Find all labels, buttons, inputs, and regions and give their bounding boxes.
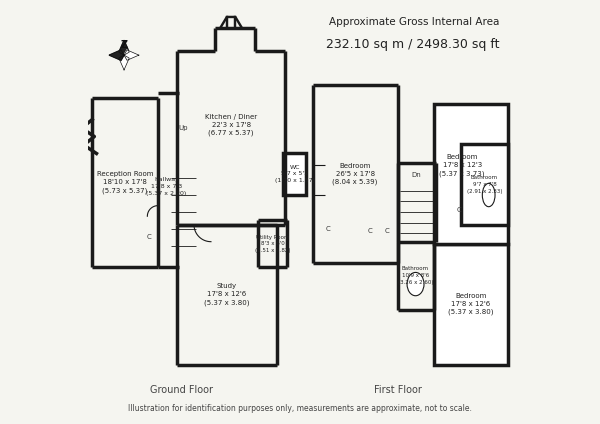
Text: 232.10 sq m / 2498.30 sq ft: 232.10 sq m / 2498.30 sq ft (326, 38, 499, 51)
Polygon shape (124, 50, 139, 60)
Text: Bathroom
10'9 x 8'6
(3.26 x 2.60): Bathroom 10'9 x 8'6 (3.26 x 2.60) (398, 267, 433, 285)
Text: Ground Floor: Ground Floor (150, 385, 213, 395)
Text: Bedroom
17'8 x 12'3
(5.37 x 3.73): Bedroom 17'8 x 12'3 (5.37 x 3.73) (439, 154, 485, 177)
Text: First Floor: First Floor (374, 385, 421, 395)
Text: C: C (457, 207, 461, 213)
Text: C: C (147, 234, 152, 240)
Bar (434, 104, 508, 244)
Bar (461, 144, 508, 225)
Polygon shape (119, 40, 129, 55)
Polygon shape (119, 55, 129, 70)
Text: Utility Room
8'3 x 6'0
(2.51 x 1.82): Utility Room 8'3 x 6'0 (2.51 x 1.82) (254, 235, 290, 253)
Ellipse shape (482, 183, 495, 207)
Text: C: C (385, 228, 389, 234)
Text: Bedroom
26'5 x 17'8
(8.04 x 5.39): Bedroom 26'5 x 17'8 (8.04 x 5.39) (332, 162, 378, 185)
Text: Dn: Dn (412, 172, 421, 178)
Polygon shape (109, 50, 124, 60)
Text: Study
17'8 x 12'6
(5.37 x 3.80): Study 17'8 x 12'6 (5.37 x 3.80) (204, 283, 250, 306)
Text: C: C (325, 226, 330, 232)
Text: WC
5'7 x 5'2
(1.70 x 1.57): WC 5'7 x 5'2 (1.70 x 1.57) (275, 165, 314, 183)
Text: Hallway
17'8 x 7'3
(5.37 x 2.20): Hallway 17'8 x 7'3 (5.37 x 2.20) (146, 178, 187, 195)
Text: Bathroom
9'7 x 7'8
(2.91 x 2.33): Bathroom 9'7 x 7'8 (2.91 x 2.33) (467, 176, 502, 193)
Text: Z: Z (121, 40, 128, 50)
Text: Illustration for identification purposes only, measurements are approximate, not: Illustration for identification purposes… (128, 404, 472, 413)
Text: C: C (368, 228, 373, 234)
Ellipse shape (407, 272, 424, 296)
Text: Kitchen / Diner
22'3 x 17'8
(6.77 x 5.37): Kitchen / Diner 22'3 x 17'8 (6.77 x 5.37… (205, 114, 257, 137)
Text: Bedroom
17'8 x 12'6
(5.37 x 3.80): Bedroom 17'8 x 12'6 (5.37 x 3.80) (448, 293, 493, 315)
Text: Reception Room
18'10 x 17'8
(5.73 x 5.37): Reception Room 18'10 x 17'8 (5.73 x 5.37… (97, 171, 154, 194)
Bar (434, 244, 508, 365)
Text: Up: Up (179, 126, 188, 131)
Text: Approximate Gross Internal Area: Approximate Gross Internal Area (329, 17, 499, 27)
Bar (283, 153, 307, 195)
